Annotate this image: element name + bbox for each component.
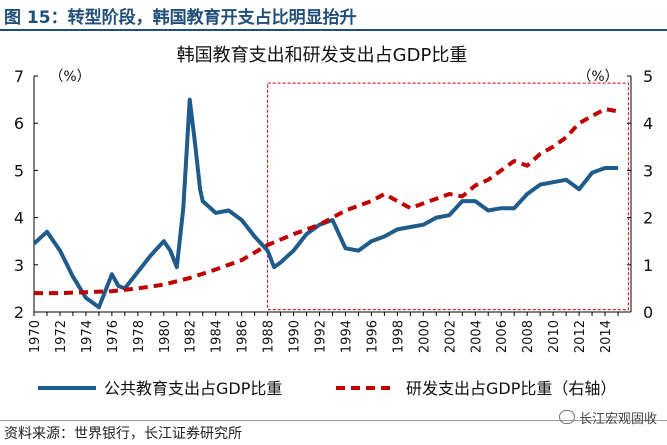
figure-header: 图 15：转型阶段，韩国教育开支占比明显抬升: [0, 0, 667, 31]
x-tick-label: 1976: [106, 320, 121, 353]
y-left-tick-label: 6: [14, 114, 24, 133]
legend-rd-label: 研发支出占GDP比重（右轴）: [406, 379, 616, 398]
x-tick-label: 1980: [158, 320, 173, 353]
watermark: 长江宏观固收: [558, 408, 657, 427]
x-tick-label: 1992: [314, 320, 329, 353]
x-tick-label: 1974: [80, 320, 95, 353]
y-left-tick-label: 4: [14, 209, 24, 228]
header-rule: [0, 29, 667, 31]
y-left-tick-label: 2: [14, 303, 24, 322]
y-right-tick-label: 2: [643, 209, 653, 228]
right-unit-label: （%）: [577, 69, 618, 85]
x-tick-label: 1990: [288, 320, 303, 353]
y-right-tick-label: 4: [643, 114, 653, 133]
y-left-tick-label: 7: [14, 67, 24, 86]
x-tick-label: 1972: [54, 320, 69, 353]
wechat-icon: [558, 410, 575, 424]
x-tick-label: 2010: [547, 320, 562, 353]
source-note: 资料来源：世界银行，长江证券研究所: [4, 426, 242, 442]
chart-svg: 韩国教育支出和研发支出占GDP比重 （%） （%） 2 3 4 5 6 7 0 1 2 3 4 5 19…: [14, 45, 653, 398]
rd-expenditure-line: [34, 107, 619, 296]
y-left-tick-label: 3: [14, 256, 24, 275]
x-tick-label: 2012: [573, 320, 588, 353]
x-tick-label: 1984: [210, 320, 225, 353]
highlight-box: [267, 82, 629, 311]
y-right-tick-label: 5: [643, 67, 653, 86]
x-tick-label: 2014: [599, 320, 614, 353]
x-tick-label: 1994: [339, 320, 354, 353]
x-tick-label: 2006: [495, 320, 510, 353]
x-tick-label: 2002: [443, 320, 458, 353]
x-tick-label: 2004: [469, 320, 484, 353]
y-left-tick-label: 5: [14, 161, 24, 180]
y-right-tick-label: 1: [643, 256, 653, 275]
y-right-tick-label: 3: [643, 161, 653, 180]
legend-education-label: 公共教育支出占GDP比重: [104, 379, 282, 398]
x-tick-label: 1982: [184, 320, 199, 353]
x-tick-label: 2000: [417, 320, 432, 353]
x-tick-label: 1998: [391, 320, 406, 353]
x-tick-label: 1988: [262, 320, 277, 353]
x-tick-label: 1970: [28, 320, 43, 353]
x-tick-label: 2008: [521, 320, 536, 353]
chart-title: 韩国教育支出和研发支出占GDP比重: [177, 45, 468, 66]
figure-heading: 图 15：转型阶段，韩国教育开支占比明显抬升: [4, 8, 357, 28]
x-tick-label: 1978: [132, 320, 147, 353]
y-right-tick-label: 0: [643, 303, 653, 322]
x-tick-label: 1996: [365, 320, 380, 353]
left-unit-label: （%）: [49, 69, 90, 85]
education-expenditure-line: [32, 97, 618, 310]
source-rule: [0, 420, 667, 421]
watermark-text: 长江宏观固收: [578, 412, 657, 427]
x-tick-label: 1986: [236, 320, 251, 353]
